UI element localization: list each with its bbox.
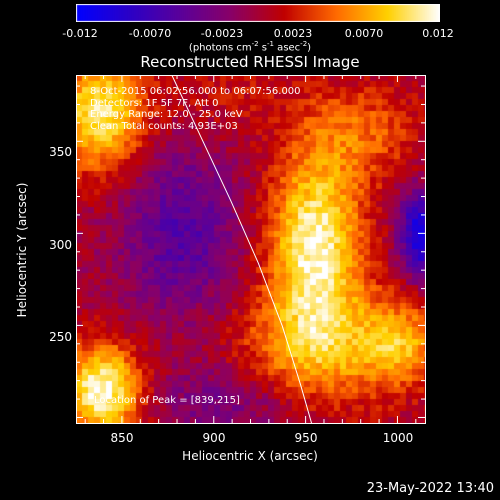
x-tick-label: 1000 [382, 431, 414, 445]
colorbar-units: (photons cm-2 s-1 asec-2) [188, 40, 312, 54]
y-tick-label: 350 [49, 145, 72, 159]
colorbar-tick: 0.012 [422, 27, 454, 40]
y-tick-label: 300 [49, 238, 72, 252]
colorbar [76, 4, 440, 22]
footer-date: 23-May-2022 13:40 [366, 481, 494, 496]
annotation-energy: Energy Range: 12.0 - 25.0 keV [90, 109, 243, 120]
chart-title: Reconstructed RHESSI Image [140, 53, 360, 71]
colorbar-tick: 0.0023 [273, 27, 313, 40]
x-tick-label: 850 [110, 431, 134, 445]
plot-area: 8-Oct-2015 06:02:56.000 to 06:07:56.000 … [76, 75, 426, 424]
x-tick-label: 950 [294, 431, 318, 445]
colorbar-tick: -0.0070 [128, 27, 172, 40]
colorbar-tick: 0.0070 [344, 27, 384, 40]
y-tick-label: 250 [49, 330, 72, 344]
colorbar-tick: -0.012 [62, 27, 98, 40]
annotation-time: 8-Oct-2015 06:02:56.000 to 06:07:56.000 [90, 86, 301, 97]
y-axis-label: Heliocentric Y (arcsec) [15, 182, 29, 318]
colorbar-tick: -0.0023 [200, 27, 244, 40]
x-axis-label: Heliocentric X (arcsec) [182, 449, 318, 463]
annotation-detectors: Detectors: 1F 5F 7F, Att 0 [90, 97, 219, 109]
annotation-counts: Clean Total counts: 4.93E+03 [90, 120, 238, 132]
x-tick-label: 900 [202, 431, 226, 445]
annotation-peak: Location of Peak = [839,215] [94, 395, 240, 406]
